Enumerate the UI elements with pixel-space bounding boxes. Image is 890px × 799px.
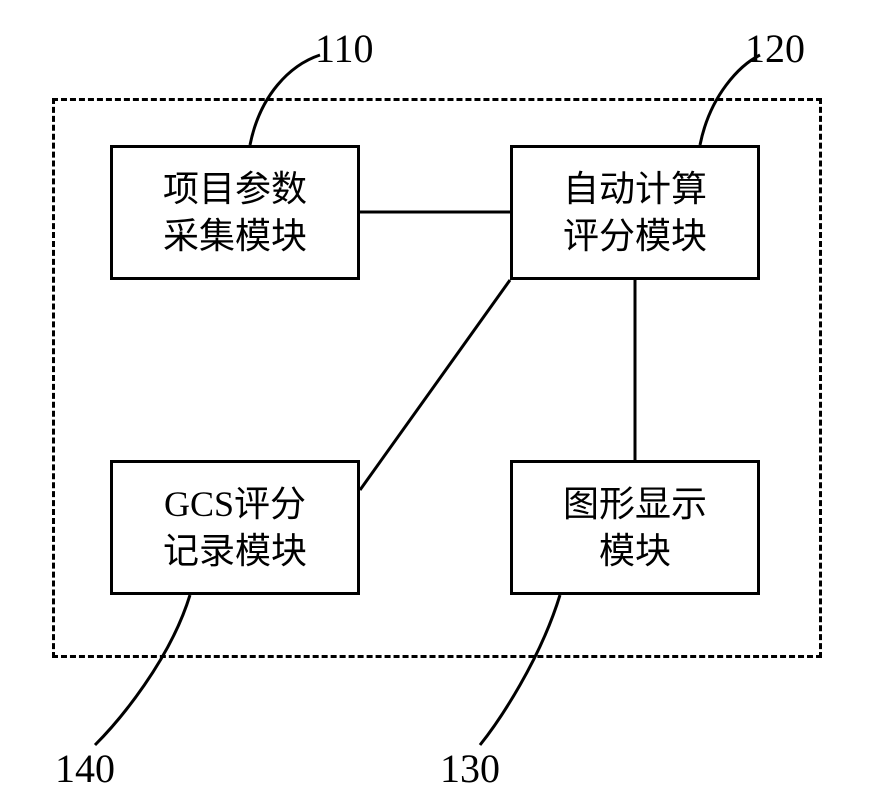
module-110-line1: 项目参数 [163,166,307,213]
module-130-line2: 模块 [599,528,671,575]
module-box-110: 项目参数 采集模块 [110,145,360,280]
ref-label-120: 120 [745,25,805,72]
module-140-line1: GCS评分 [164,481,306,528]
module-110-line2: 采集模块 [163,213,307,260]
module-box-130: 图形显示 模块 [510,460,760,595]
module-box-140: GCS评分 记录模块 [110,460,360,595]
ref-label-110: 110 [315,25,374,72]
ref-label-140: 140 [55,745,115,792]
module-130-line1: 图形显示 [563,481,707,528]
module-box-120: 自动计算 评分模块 [510,145,760,280]
module-140-line2: 记录模块 [163,528,307,575]
module-120-line1: 自动计算 [563,166,707,213]
module-120-line2: 评分模块 [563,213,707,260]
ref-label-130: 130 [440,745,500,792]
